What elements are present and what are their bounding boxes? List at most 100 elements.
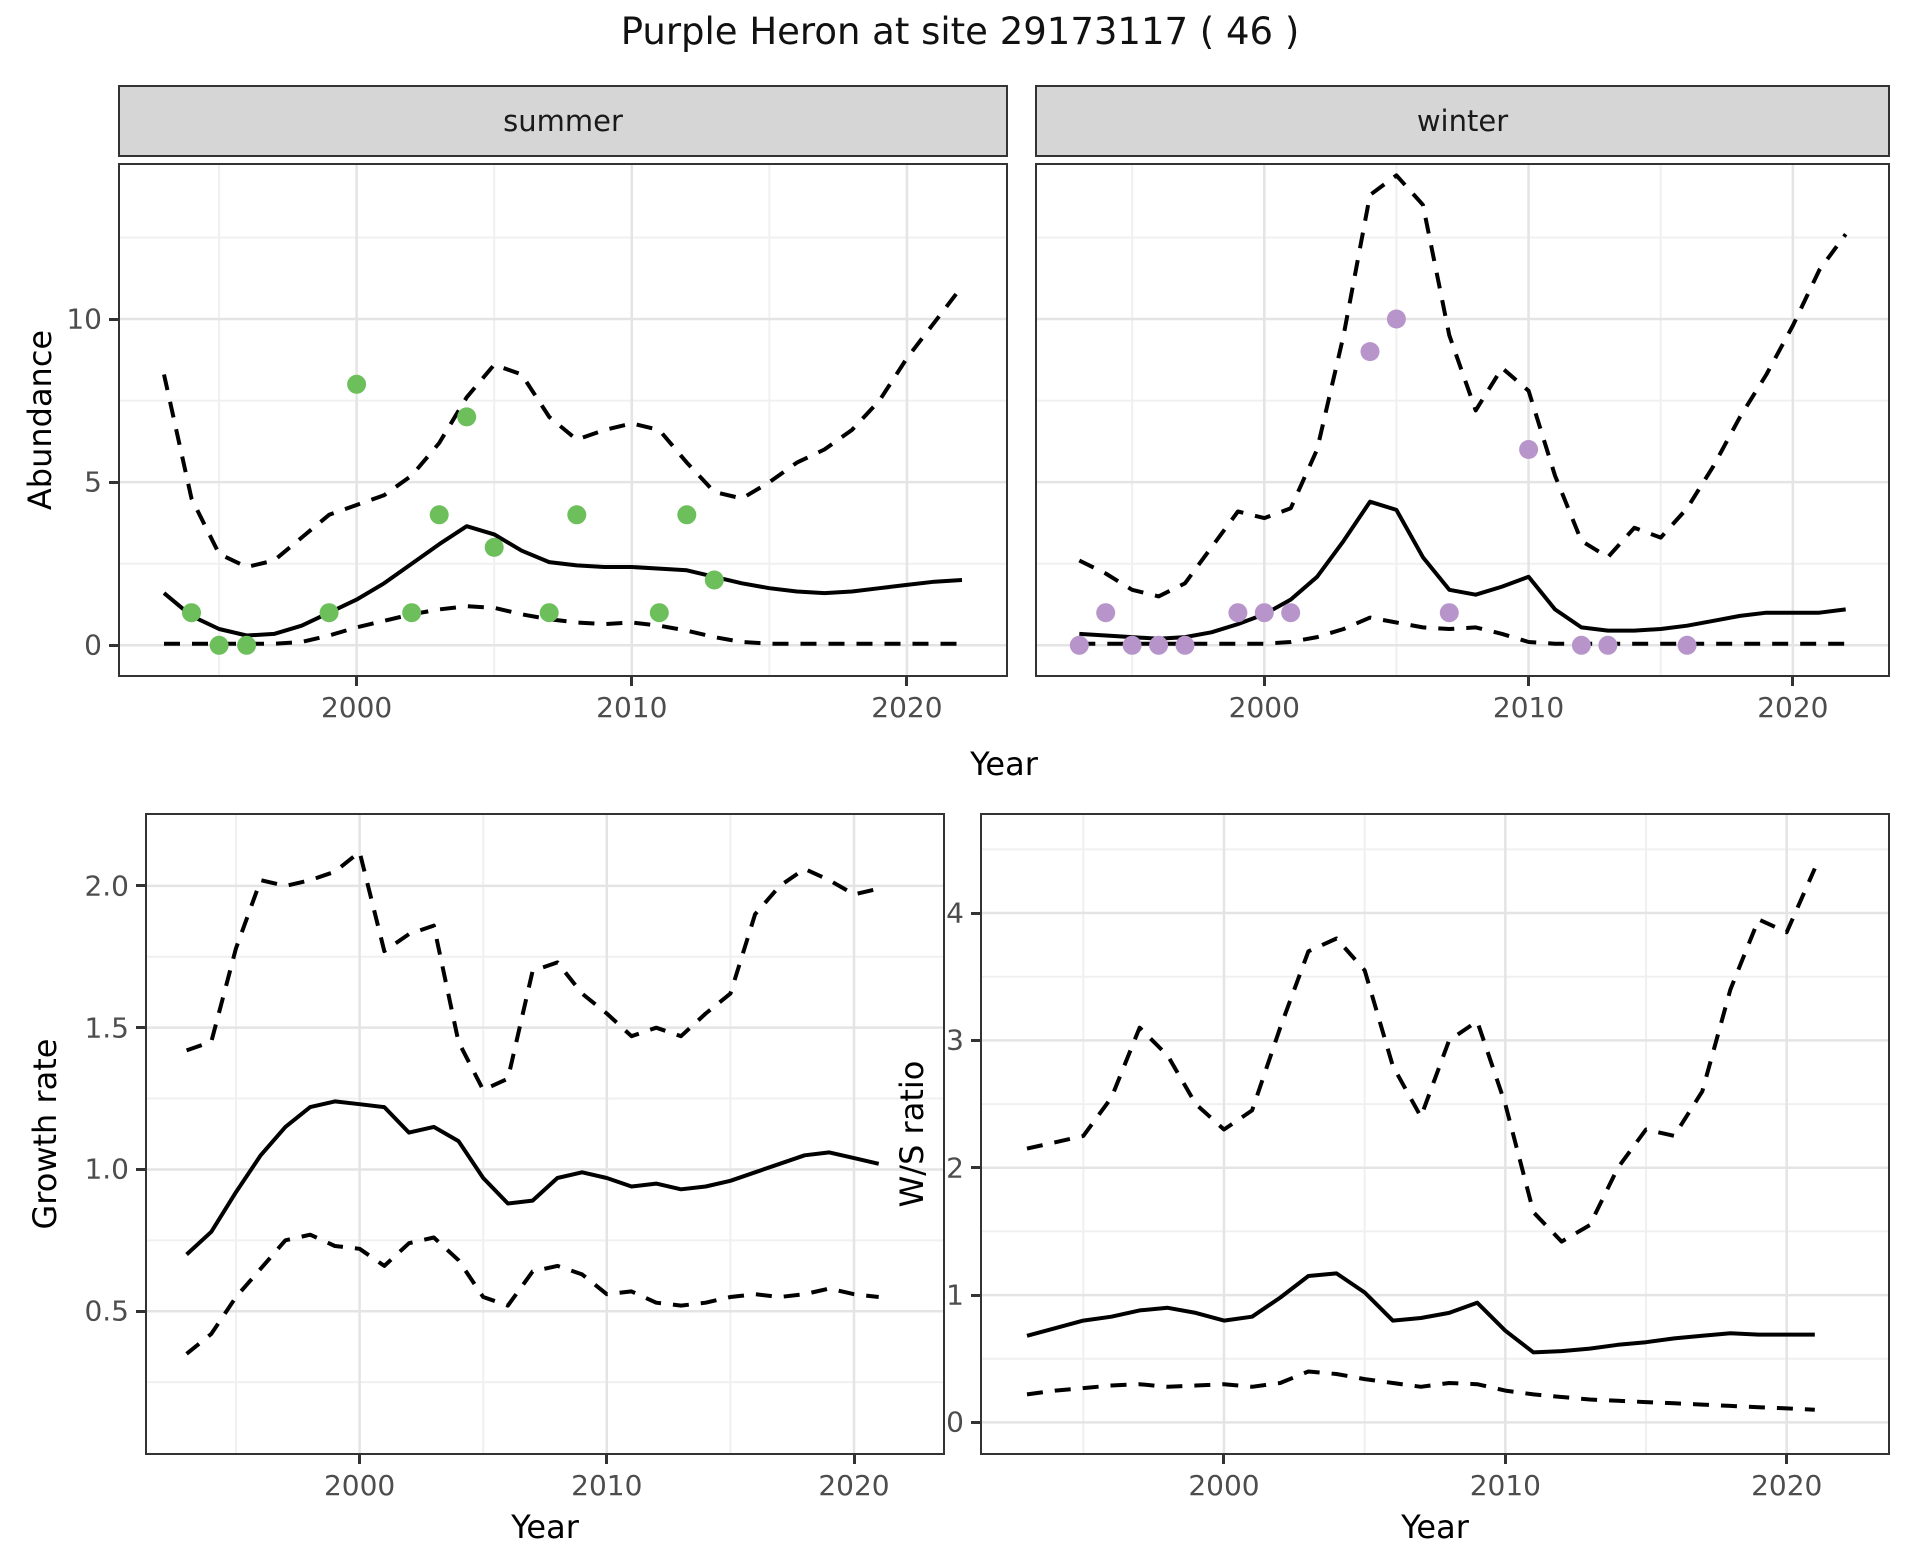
y-tick-label: 2: [946, 1151, 964, 1185]
x-tick-label: 2010: [571, 1469, 643, 1502]
observation-point: [677, 505, 697, 525]
y-tick-mark: [971, 1420, 980, 1424]
observation-point: [1598, 635, 1618, 655]
x-tick-mark: [905, 677, 909, 686]
observation-point: [1281, 603, 1301, 623]
x-tick-label: 2010: [1492, 691, 1565, 724]
x-tick-label: 2000: [323, 1469, 396, 1502]
facet-strip-summer-label: summer: [503, 104, 623, 138]
y-tick-label: 1: [946, 1278, 964, 1312]
x-tick-mark: [358, 1455, 362, 1464]
observation-point: [1360, 342, 1380, 362]
x-tick-label: 2000: [320, 691, 393, 724]
series-upper_ci-line: [185, 849, 880, 1092]
observation-point: [457, 407, 477, 427]
panel-ws-ratio: [980, 813, 1890, 1455]
observation-point: [182, 603, 201, 623]
abundance-summer-plot: [120, 165, 1006, 675]
observation-point: [704, 570, 724, 590]
observation-point: [1175, 635, 1195, 655]
x-tick-label: 2020: [871, 691, 943, 724]
series-lower_ci-line: [185, 1232, 879, 1356]
observation-point: [1519, 440, 1539, 459]
x-tick-mark: [1262, 677, 1266, 686]
observation-point: [484, 537, 504, 557]
x-tick-label: 2010: [596, 691, 668, 724]
observation-point: [319, 603, 339, 623]
y-tick-label: 0.5: [84, 1294, 129, 1328]
observation-point: [1571, 635, 1591, 655]
facet-strip-winter-label: winter: [1416, 104, 1509, 138]
y-tick-mark: [136, 1167, 145, 1171]
observation-point: [1254, 603, 1274, 623]
y-tick-mark: [971, 1166, 980, 1170]
series-upper_ci-line: [162, 285, 964, 569]
x-tick-mark: [605, 1455, 609, 1464]
x-tick-mark: [1503, 1455, 1507, 1464]
observation-point: [1149, 635, 1169, 655]
abundance-winter-plot: [1037, 165, 1888, 675]
observation-point: [402, 603, 422, 623]
y-tick-label: 4: [946, 896, 964, 930]
observation-point: [1439, 603, 1459, 623]
y-tick-label: 1.5: [84, 1011, 129, 1045]
x-axis-title-year-ws: Year: [1401, 1508, 1469, 1546]
ws-ratio-plot: [982, 815, 1888, 1453]
series-lower_ci-line: [164, 604, 962, 646]
y-tick-mark: [109, 317, 118, 321]
x-tick-mark: [355, 677, 359, 686]
x-tick-mark: [1785, 1455, 1789, 1464]
x-tick-label: 2010: [1469, 1469, 1541, 1502]
series-mean-line: [185, 1099, 880, 1256]
y-tick-mark: [136, 1026, 145, 1030]
chart-title: Purple Heron at site 29173117 ( 46 ): [620, 10, 1300, 53]
observation-point: [567, 505, 587, 525]
y-tick-mark: [971, 911, 980, 915]
observation-point: [1386, 309, 1406, 329]
y-tick-label: 0: [946, 1405, 964, 1439]
x-tick-label: 2020: [1757, 691, 1829, 724]
y-axis-title-growth-rate: Growth rate: [26, 1038, 64, 1230]
y-tick-label: 5: [84, 465, 102, 499]
y-tick-label: 1.0: [84, 1152, 129, 1186]
series-mean-line: [1026, 1271, 1815, 1355]
y-tick-mark: [109, 480, 118, 484]
y-tick-label: 10: [66, 302, 102, 336]
facet-strip-winter: winter: [1035, 85, 1890, 157]
x-axis-title-year-growth: Year: [511, 1508, 579, 1546]
observation-point: [209, 635, 229, 655]
series-lower_ci-line: [1079, 615, 1846, 646]
panel-abundance-summer: [118, 163, 1008, 677]
growth-rate-plot: [147, 815, 943, 1453]
y-tick-label: 2.0: [84, 869, 129, 903]
x-tick-mark: [630, 677, 634, 686]
observation-point: [1069, 635, 1089, 655]
observation-point: [429, 505, 449, 525]
y-axis-title-ws-ratio: W/S ratio: [893, 1060, 931, 1208]
x-tick-mark: [1527, 677, 1531, 686]
observation-point: [237, 635, 257, 655]
observation-point: [1122, 635, 1142, 655]
observation-point: [1677, 635, 1697, 655]
x-axis-title-year-top: Year: [970, 745, 1038, 783]
y-tick-mark: [136, 884, 145, 888]
y-axis-title-abundance: Abundance: [21, 329, 59, 511]
x-tick-mark: [852, 1455, 856, 1464]
y-tick-mark: [109, 643, 118, 647]
facet-strip-summer: summer: [118, 85, 1008, 157]
x-tick-label: 2020: [1751, 1469, 1823, 1502]
series-mean-line: [162, 524, 963, 638]
observation-point: [649, 603, 669, 623]
x-tick-label: 2020: [818, 1469, 890, 1502]
series-lower_ci-line: [1026, 1369, 1815, 1412]
x-tick-label: 2000: [1228, 691, 1300, 724]
y-tick-mark: [971, 1293, 980, 1297]
y-tick-mark: [971, 1038, 980, 1042]
series-mean-line: [1079, 499, 1846, 641]
y-tick-label: 3: [946, 1023, 964, 1057]
x-tick-mark: [1791, 677, 1795, 686]
y-tick-mark: [136, 1309, 145, 1313]
observation-point: [539, 603, 559, 623]
y-tick-label: 0: [84, 628, 102, 662]
